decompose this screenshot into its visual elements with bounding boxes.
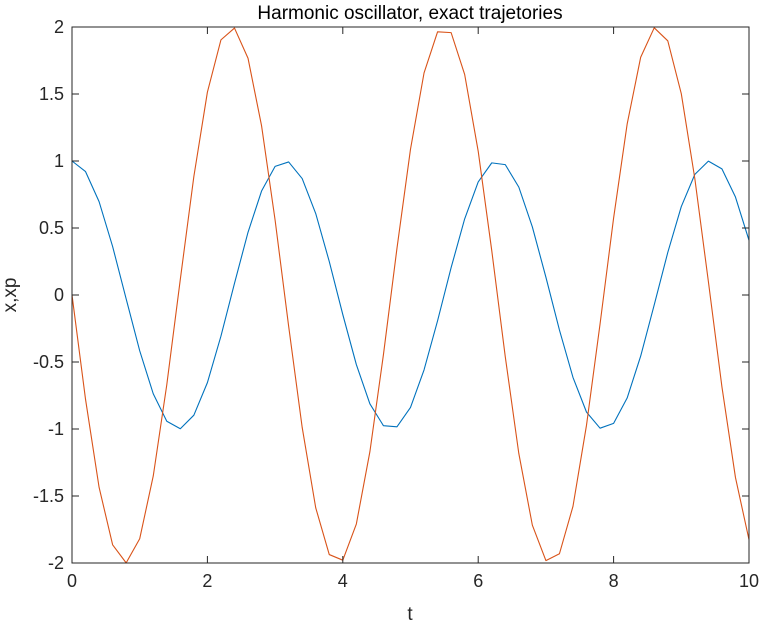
plot-area [72,27,749,563]
y-tick-label: 0.5 [39,218,64,238]
chart-title: Harmonic oscillator, exact trajetories [257,3,562,24]
y-tick-label: 0 [54,285,64,305]
x-tick-label: 6 [473,571,483,591]
series-layer [71,27,750,564]
y-tick-label: 2 [54,17,64,37]
plot-frame [71,26,750,564]
x-tick-label: 8 [609,571,619,591]
y-tick-label: 1 [54,151,64,171]
x-tick-label: 2 [202,571,212,591]
y-tick-label: -0.5 [33,352,64,372]
ticks-layer: 0 2 4 6 8 10 -2 -1.5 -1 -0.5 0 0.5 1 1.5 2 [33,17,759,591]
x-axis-label: t [407,604,413,625]
y-tick-label: -1 [48,419,64,439]
series-line-1 [71,160,750,430]
y-tick-label: 1.5 [39,84,64,104]
x-tick-label: 10 [739,571,759,591]
y-tick-label: -2 [48,553,64,573]
x-tick-label: 4 [338,571,348,591]
series-line-2 [71,27,750,564]
y-tick-label: -1.5 [33,486,64,506]
x-tick-label: 0 [67,571,77,591]
y-axis-label: x,xp [0,278,21,313]
